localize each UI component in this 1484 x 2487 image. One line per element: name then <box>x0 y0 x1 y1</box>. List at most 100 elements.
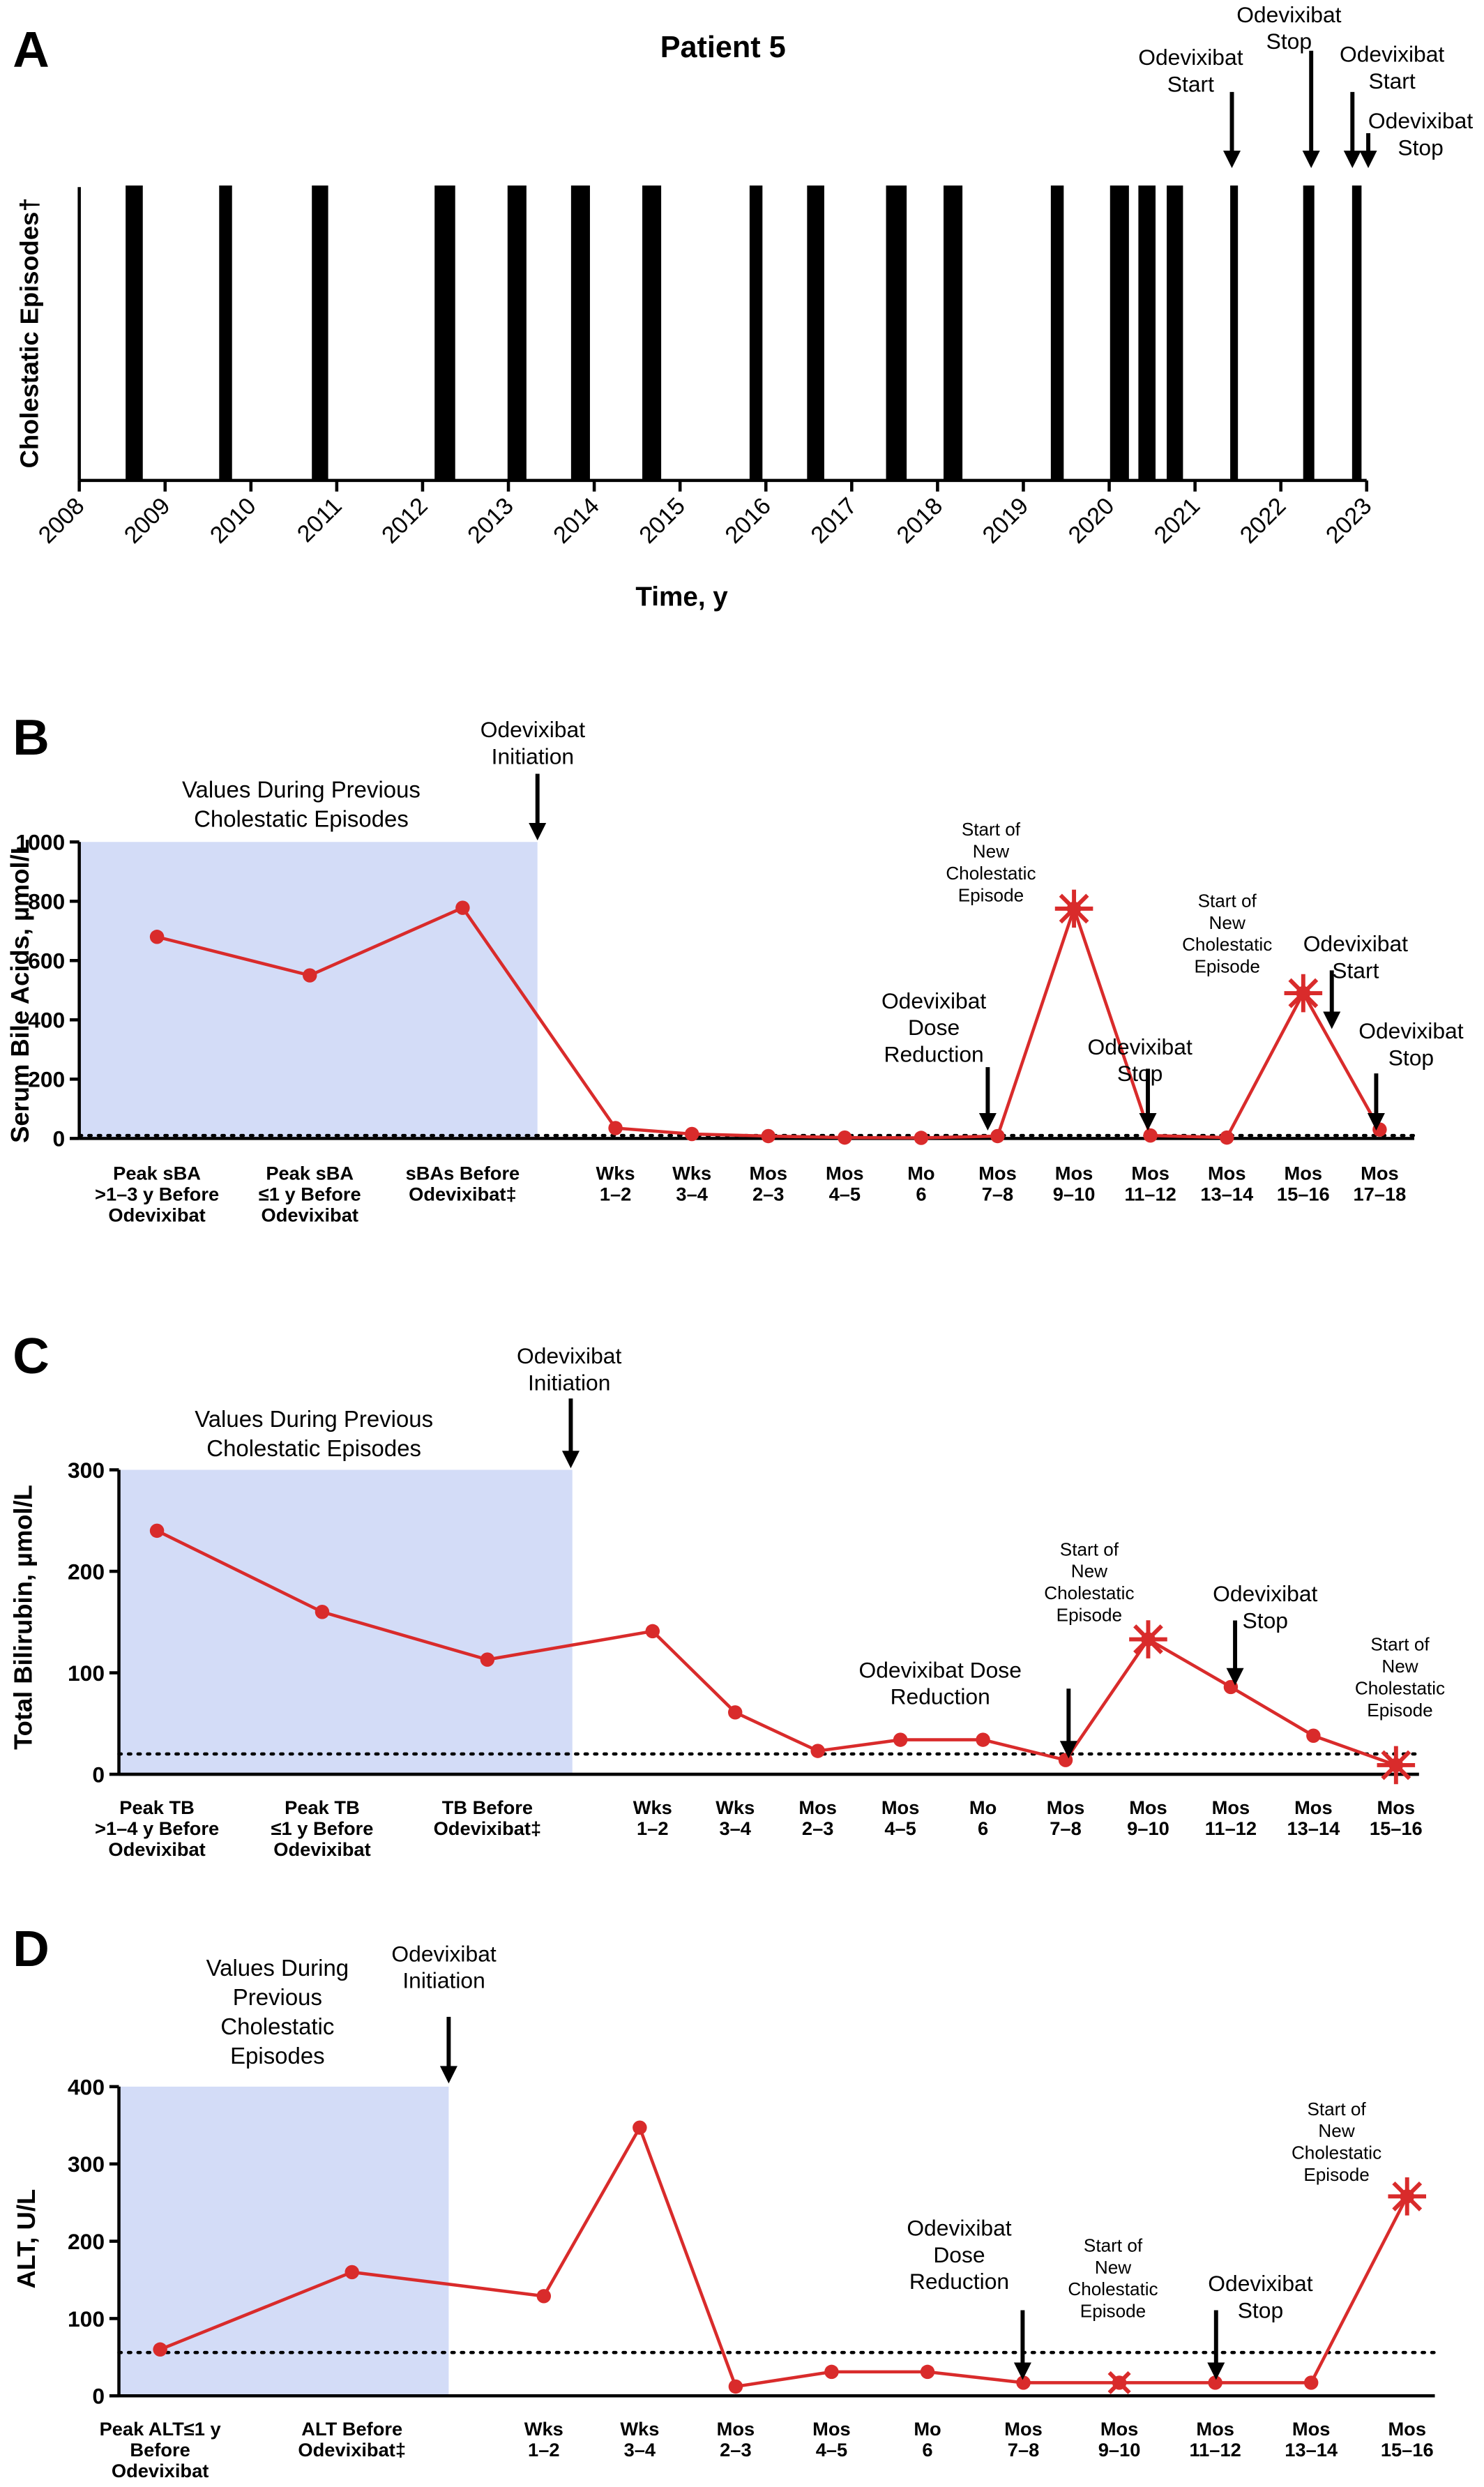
arrow-head <box>1013 2362 1031 2380</box>
x-tick-label: Mos 9–10 <box>1053 1162 1096 1204</box>
data-line <box>156 903 1381 1140</box>
text-line: 9–10 <box>1098 2439 1141 2460</box>
text-line: New <box>1381 1656 1418 1677</box>
text-line: 0 <box>92 1762 105 1787</box>
data-line <box>159 2124 1409 2389</box>
y-tick-label: 0 <box>92 2384 105 2409</box>
text-line: 11–12 <box>1189 2439 1241 2460</box>
text-line: 0 <box>92 2384 105 2409</box>
y-axis-title: Serum Bile Acids, µmol/L <box>6 839 34 1143</box>
arrow-head <box>1302 150 1320 168</box>
text-line: 2013 <box>462 492 519 549</box>
y-tick-label: 1000 <box>15 830 65 855</box>
annotation: Start of New Cholestatic Episode <box>1355 1634 1445 1721</box>
y-tick-label: 300 <box>68 2152 105 2177</box>
shaded-label: Values During Previous Cholestatic Episod… <box>182 777 421 832</box>
text-line: ≤1 y Before <box>259 1184 361 1205</box>
x-tick-label: 2010 <box>205 492 262 549</box>
x-tick-label: Mos 13–14 <box>1285 2418 1338 2460</box>
x-tick-label: Mos 11–12 <box>1189 2418 1241 2460</box>
panel-letter: D <box>13 1921 50 1977</box>
text-line: Cholestatic <box>1355 1677 1445 1698</box>
text-line: C <box>13 1328 50 1384</box>
data-point <box>1058 1753 1073 1767</box>
data-point <box>727 1705 743 1720</box>
x-tick-label: Mos 17–18 <box>1353 1162 1406 1204</box>
text-line: Cholestatic Episodes <box>206 1435 421 1461</box>
text-line: 13–14 <box>1285 2439 1338 2460</box>
annotation: Start of New Cholestatic Episode <box>946 819 1036 905</box>
text-line: Mos <box>1212 1797 1250 1818</box>
text-line: New <box>1209 912 1246 933</box>
x-tick-label: Mos 11–12 <box>1205 1797 1257 1839</box>
annotation: Start of New Cholestatic Episode <box>1044 1539 1134 1625</box>
text-line: Mos <box>798 1797 837 1818</box>
text-line: 1–2 <box>637 1817 669 1839</box>
episode-bar <box>1110 186 1129 481</box>
text-line: Stop <box>1117 1061 1163 1086</box>
text-line: Mos <box>1196 2418 1234 2440</box>
text-line: Dose <box>908 1015 960 1040</box>
annotation: Odevixibat Initiation <box>391 1941 496 1993</box>
x-tick-label: Mos 2–3 <box>798 1797 837 1839</box>
x-tick-label: Mos 9–10 <box>1098 2418 1141 2460</box>
episode-bar <box>126 186 143 481</box>
y-tick-label: 400 <box>28 1008 65 1033</box>
arrow-head <box>1139 1113 1157 1131</box>
y-tick-label: 400 <box>68 2074 105 2099</box>
episode-bar <box>1138 186 1156 481</box>
text-line: New <box>1095 2257 1131 2278</box>
text-line: Start of <box>1198 890 1257 911</box>
text-line: Time, y <box>635 582 728 612</box>
episode-bar <box>1050 186 1064 481</box>
text-line: 100 <box>68 2306 105 2331</box>
data-point <box>810 1744 825 1758</box>
text-line: Cholestatic <box>1292 2142 1381 2163</box>
text-line: ≤1 y Before <box>271 1817 374 1839</box>
panel-letter: C <box>13 1328 50 1384</box>
text-line: 200 <box>68 2229 105 2254</box>
text-line: Odevixibat <box>1087 1034 1192 1059</box>
text-line: 2021 <box>1149 492 1206 549</box>
text-line: 15–16 <box>1381 2439 1434 2460</box>
annotation: Odevixibat Stop <box>1358 1018 1463 1070</box>
text-line: Start <box>1167 71 1214 96</box>
text-line: Cholestatic Episodes <box>194 806 409 832</box>
annotation: Odevixibat Stop <box>1368 108 1473 160</box>
text-line: New <box>1071 1561 1107 1582</box>
x-tick-label: 2017 <box>806 492 863 549</box>
data-point <box>1016 2375 1031 2390</box>
text-line: Mos <box>1294 1797 1333 1818</box>
text-line: 6 <box>922 2439 932 2460</box>
episode-marker <box>1107 2371 1131 2394</box>
text-line: Initiation <box>492 743 575 769</box>
x-tick-label: 2019 <box>978 492 1034 549</box>
data-point <box>1208 2375 1222 2390</box>
text-line: Start of <box>1370 1634 1430 1655</box>
text-line: Odevixibat <box>480 717 585 742</box>
episode-bar <box>944 186 963 481</box>
episode-marker <box>1284 974 1323 1013</box>
data-point <box>824 2364 839 2380</box>
y-tick-label: 200 <box>68 2229 105 2254</box>
text-line: Odevixibat <box>1213 1581 1317 1606</box>
shaded-label: Values During Previous Cholestatic Episod… <box>195 1406 433 1461</box>
data-point <box>455 900 470 915</box>
data-point <box>893 1732 908 1747</box>
text-line: B <box>13 709 50 766</box>
data-point <box>990 1128 1005 1144</box>
text-line: Cholestatic <box>946 863 1036 884</box>
annotation: Odevixibat Initiation <box>480 717 585 769</box>
y-tick-label: 300 <box>68 1458 105 1483</box>
x-tick-label: Peak ALT≤1 y Before Odevixibat <box>100 2418 222 2481</box>
arrow-head <box>1323 1011 1341 1029</box>
shaded-region <box>119 1469 573 1775</box>
annotation: Odevixibat Stop <box>1236 2 1341 54</box>
text-line: Values During Previous <box>182 777 421 803</box>
text-line: 9–10 <box>1053 1184 1096 1205</box>
text-line: 0 <box>53 1126 66 1151</box>
text-line: 2–3 <box>802 1817 834 1839</box>
shaded-region <box>79 842 538 1139</box>
text-line: Odevixibat <box>1236 2 1341 27</box>
